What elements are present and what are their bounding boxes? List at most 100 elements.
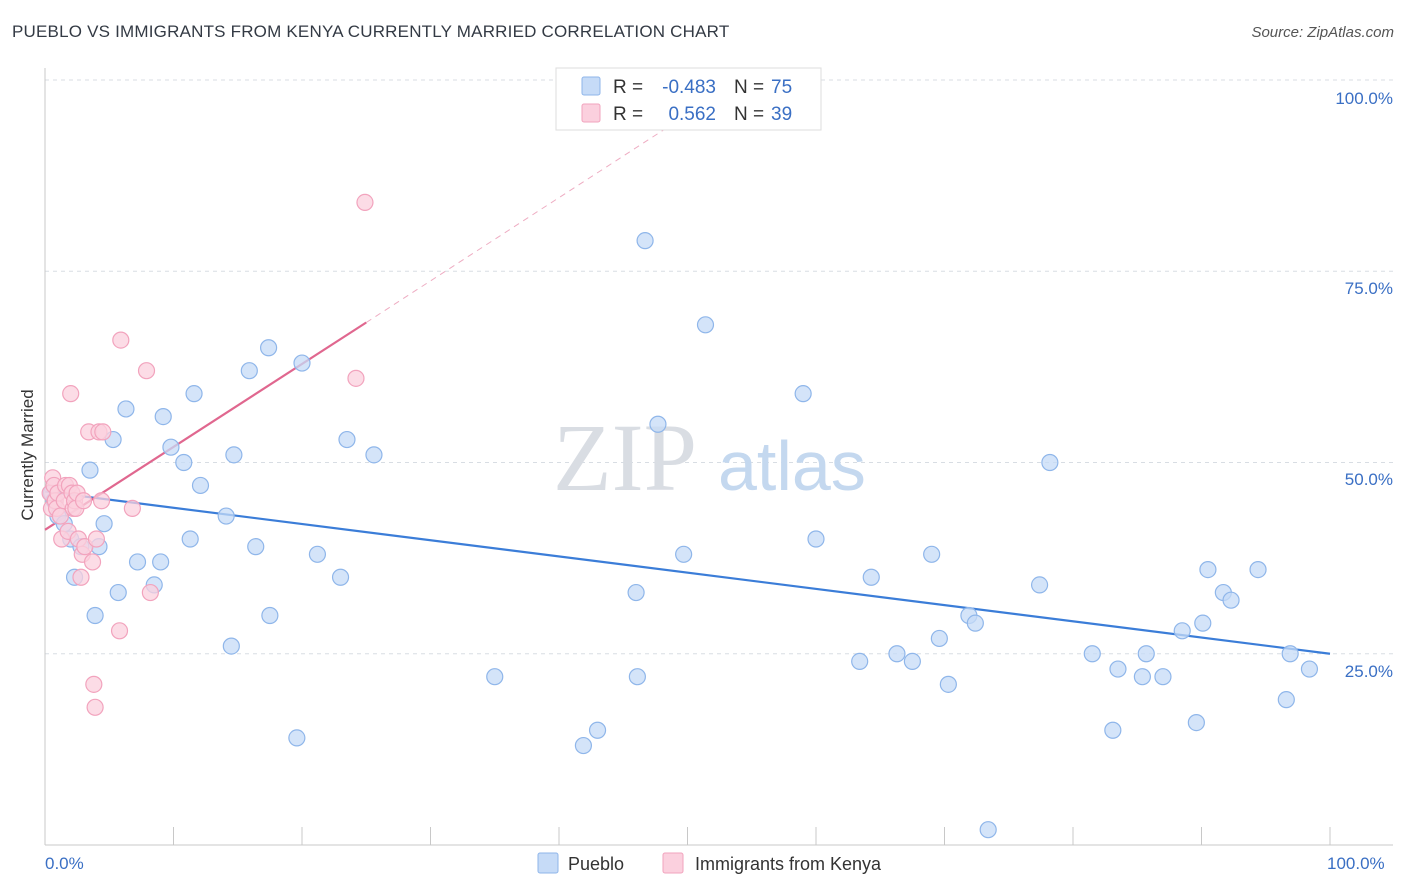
- pueblo-point-57: [1030, 576, 1049, 594]
- pueblo-point-65: [1173, 622, 1191, 640]
- kenya-point-26: [85, 675, 103, 693]
- kenya-point-31: [94, 423, 112, 441]
- pueblo-point-60: [1104, 721, 1122, 739]
- pueblo-point-38: [588, 721, 607, 739]
- kenya-point-36: [141, 583, 159, 602]
- legend-label-pueblo: Pueblo: [568, 854, 624, 874]
- kenya-point-27: [86, 698, 104, 716]
- stats-swatch-pueblo: [581, 76, 601, 96]
- pueblo-point-39: [627, 583, 645, 602]
- kenya-trend-extension: [365, 114, 688, 323]
- pueblo-point-48: [862, 568, 880, 586]
- pueblo-point-58: [1041, 453, 1059, 472]
- pueblo-point-16: [152, 553, 170, 571]
- kenya-point-28: [87, 530, 106, 548]
- pueblo-point-20: [181, 530, 199, 548]
- x-tick-label-min: 0.0%: [45, 854, 84, 873]
- pueblo-point-12: [109, 583, 127, 602]
- pueblo-point-35: [365, 446, 383, 464]
- pueblo-point-56: [979, 821, 997, 839]
- kenya-point-13: [62, 385, 80, 403]
- legend-swatch-kenya: [662, 852, 684, 874]
- pueblo-point-31: [293, 354, 311, 372]
- pueblo-point-24: [222, 637, 240, 655]
- x-tick-label-max: 100.0%: [1327, 854, 1385, 873]
- pueblo-point-51: [923, 545, 941, 563]
- pueblo-point-64: [1154, 668, 1172, 686]
- y-axis-label: Currently Married: [18, 389, 37, 520]
- gridlines: [45, 79, 1393, 655]
- y-tick-label-100: 100.0%: [1335, 89, 1393, 108]
- series-legend: Pueblo Immigrants from Kenya: [537, 852, 882, 874]
- pueblo-point-59: [1083, 645, 1101, 663]
- pueblo-point-43: [675, 545, 693, 563]
- pueblo-point-34: [338, 430, 356, 449]
- stats-r-label-kenya: R =: [613, 104, 643, 125]
- stats-n-value-kenya: 39: [771, 104, 792, 125]
- legend-swatch-pueblo: [537, 852, 559, 874]
- pueblo-point-14: [128, 553, 147, 571]
- pueblo-point-70: [1222, 591, 1240, 609]
- kenya-point-37: [347, 369, 365, 387]
- kenya-point-22: [74, 492, 93, 510]
- pueblo-point-63: [1137, 645, 1155, 663]
- pueblo-point-30: [288, 729, 306, 747]
- kenya-point-34: [123, 499, 141, 517]
- pueblo-point-23: [217, 507, 235, 525]
- pueblo-point-32: [308, 545, 327, 563]
- kenya-point-35: [137, 362, 156, 380]
- trend-lines: [44, 114, 1331, 655]
- watermark-zip: ZIP: [553, 404, 697, 511]
- kenya-point-38: [356, 193, 374, 211]
- stats-n-value-pueblo: 75: [771, 77, 792, 98]
- stats-swatch-kenya: [581, 103, 601, 123]
- pueblo-point-74: [1300, 660, 1319, 678]
- stats-r-value-pueblo: -0.483: [662, 77, 716, 98]
- pueblo-point-62: [1133, 668, 1151, 686]
- pueblo-point-8: [86, 606, 104, 625]
- stats-legend: R = -0.483 N = 75 R = 0.562 N = 39: [555, 67, 822, 131]
- y-tick-label-50: 50.0%: [1345, 470, 1393, 489]
- kenya-point-25: [83, 553, 102, 571]
- pueblo-point-49: [888, 645, 906, 663]
- legend-label-kenya: Immigrants from Kenya: [695, 854, 882, 874]
- pueblo-trend-line: [44, 490, 1331, 655]
- stats-r-label-pueblo: R =: [613, 77, 643, 98]
- pueblo-point-73: [1281, 645, 1299, 663]
- stats-r-value-kenya: 0.562: [668, 104, 716, 125]
- pueblo-point-53: [939, 675, 957, 693]
- pueblo-point-61: [1109, 660, 1127, 678]
- pueblo-point-45: [794, 385, 812, 403]
- pueblo-point-17: [154, 408, 172, 426]
- pueblo-point-22: [191, 476, 210, 495]
- kenya-point-20: [72, 568, 90, 586]
- stats-n-label-pueblo: N =: [734, 77, 764, 98]
- pueblo-point-46: [807, 530, 825, 548]
- pueblo-point-13: [117, 400, 135, 418]
- pueblo-point-33: [331, 568, 350, 586]
- pueblo-point-7: [81, 461, 99, 479]
- chart-title: PUEBLO VS IMMIGRANTS FROM KENYA CURRENTL…: [12, 22, 730, 41]
- pueblo-point-36: [486, 668, 504, 686]
- axes: [44, 68, 1393, 846]
- pueblo-point-40: [628, 668, 646, 686]
- pueblo-point-10: [95, 515, 113, 533]
- pueblo-point-44: [696, 316, 715, 334]
- pueblo-point-21: [185, 385, 203, 403]
- pueblo-point-71: [1249, 560, 1267, 579]
- pueblo-point-50: [903, 652, 921, 671]
- pueblo-point-27: [247, 538, 265, 556]
- watermark-atlas: atlas: [718, 427, 866, 505]
- stats-n-label-kenya: N =: [734, 104, 764, 125]
- kenya-point-33: [112, 331, 130, 349]
- source-label: Source: ZipAtlas.com: [1251, 24, 1394, 41]
- y-tick-label-75: 75.0%: [1345, 279, 1393, 298]
- pueblo-point-55: [966, 614, 984, 632]
- pueblo-point-68: [1199, 560, 1217, 579]
- pueblo-point-67: [1194, 614, 1212, 632]
- data-points: [41, 193, 1319, 839]
- y-tick-label-25: 25.0%: [1345, 662, 1393, 681]
- pueblo-point-41: [636, 232, 654, 250]
- kenya-point-30: [92, 492, 111, 510]
